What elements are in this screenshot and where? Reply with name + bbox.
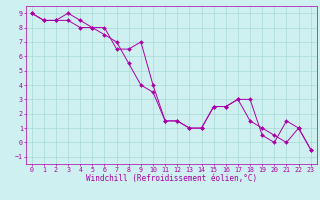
X-axis label: Windchill (Refroidissement éolien,°C): Windchill (Refroidissement éolien,°C) [86, 174, 257, 183]
